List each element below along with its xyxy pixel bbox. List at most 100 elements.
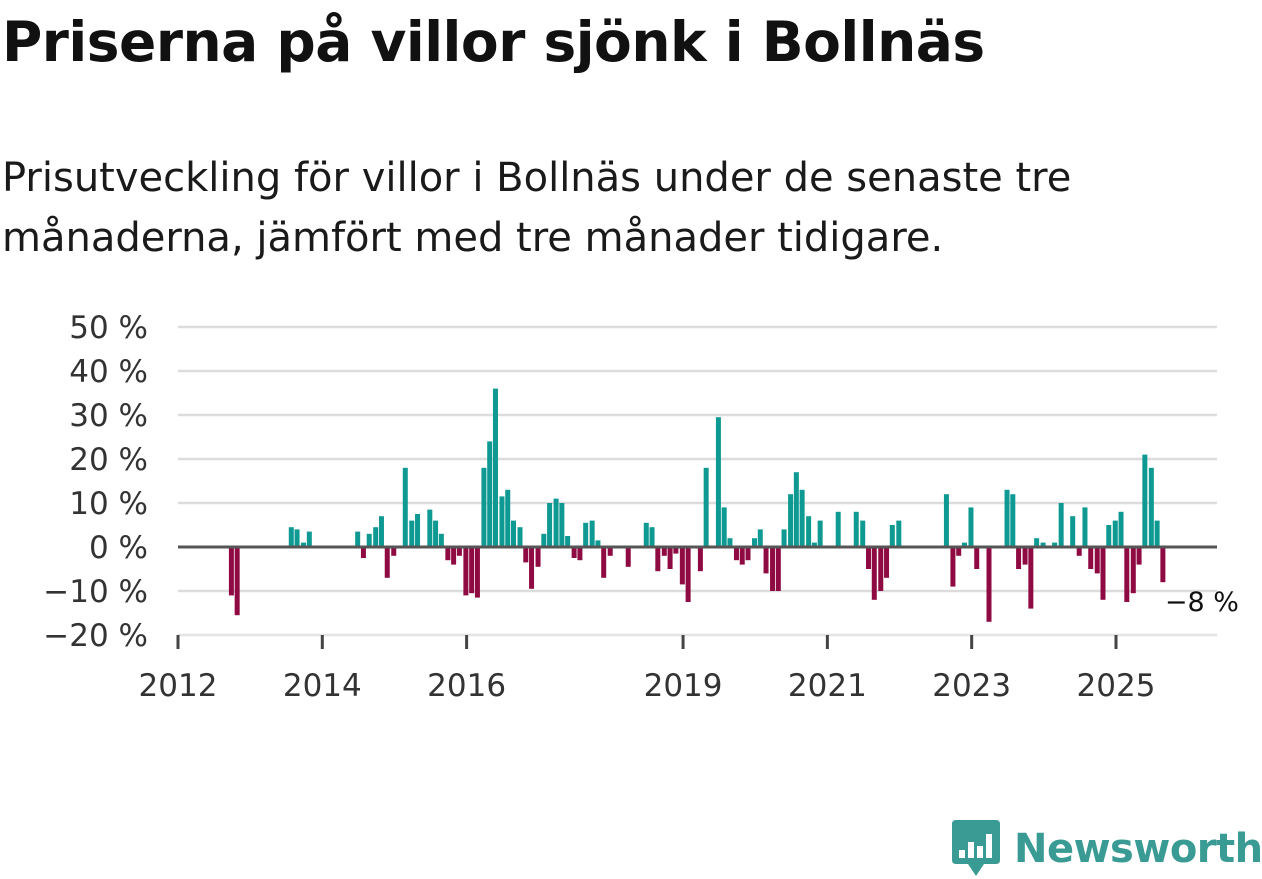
bar-negative (228, 547, 234, 596)
bar-positive (806, 516, 812, 547)
bar-positive (1148, 467, 1154, 547)
bar-positive (1010, 494, 1016, 547)
bar-positive (752, 538, 758, 547)
bar-negative (469, 547, 475, 594)
bar-negative (775, 547, 781, 591)
brand-name: Newsworthy (1014, 826, 1262, 872)
x-tick-label: 2012 (139, 668, 218, 700)
bar-positive (373, 527, 379, 547)
bar-negative (661, 547, 667, 556)
bar-negative (871, 547, 877, 600)
bar-positive (1052, 542, 1058, 547)
bar-negative (1028, 547, 1034, 609)
bar-negative (607, 547, 613, 556)
bar-negative (360, 547, 366, 558)
bar-negative (1016, 547, 1022, 569)
bar-negative (667, 547, 673, 569)
bar-positive (799, 489, 805, 547)
bar-negative (571, 547, 577, 558)
bar-negative (1094, 547, 1100, 574)
bar-positive (853, 511, 859, 547)
bar-positive (583, 522, 589, 547)
x-tick-label: 2023 (932, 668, 1011, 700)
bar-positive (811, 542, 817, 547)
bar-positive (896, 520, 902, 547)
bar-positive (1058, 503, 1064, 547)
bar-positive (1112, 520, 1118, 547)
y-tick-label: −10 % (43, 574, 148, 610)
bar-positive (1142, 454, 1148, 547)
bar-positive (595, 540, 601, 547)
bar-negative (474, 547, 480, 598)
bar-positive (517, 527, 523, 547)
bar-positive (793, 472, 799, 547)
bar-positive (294, 529, 300, 547)
bar-negative (384, 547, 390, 578)
bar-negative (601, 547, 607, 578)
bar-positive (409, 520, 415, 547)
bar-negative (577, 547, 583, 561)
bar-positive (1040, 542, 1046, 547)
bar-positive (366, 533, 372, 547)
bar-positive (1106, 525, 1112, 547)
bar-negative (391, 547, 397, 556)
bar-negative (1136, 547, 1142, 565)
bar-negative (463, 547, 469, 596)
chart-title: Priserna på villor sjönk i Bollnäs (2, 10, 985, 74)
bar-positive (505, 489, 511, 547)
y-tick-label: 30 % (69, 398, 148, 434)
bar-positive (968, 507, 974, 547)
y-tick-label: 20 % (69, 442, 148, 478)
bar-negative (1160, 547, 1166, 583)
bar-positive (727, 538, 733, 547)
bar-negative (878, 547, 884, 591)
bar-negative (529, 547, 535, 589)
bar-positive (415, 514, 421, 547)
bar-negative (456, 547, 462, 556)
bar-positive (433, 520, 439, 547)
bar-negative (763, 547, 769, 574)
y-tick-label: −20 % (43, 618, 148, 654)
bar-negative (445, 547, 451, 561)
x-tick-label: 2016 (427, 668, 506, 700)
bar-negative (974, 547, 980, 569)
bar-chart: 50 %40 %30 %20 %10 %0 %−10 %−20 % 2012 20… (43, 310, 1239, 700)
newsworthy-logo: Newsworthy (950, 820, 1262, 878)
bar-positive (589, 520, 595, 547)
bar-positive (438, 533, 444, 547)
bar-negative (745, 547, 751, 561)
bar-negative (234, 547, 240, 616)
bar-negative (956, 547, 962, 556)
bar-positive (487, 441, 493, 547)
bar-positive (781, 529, 787, 547)
x-tick-label: 2021 (788, 668, 867, 700)
bar-negative (523, 547, 529, 563)
bar-negative (1076, 547, 1082, 556)
bar-positive (402, 467, 408, 547)
bar-positive (643, 522, 649, 547)
bar-positive (649, 527, 655, 547)
x-axis: 2012 2014 2016 2019 2021 2023 2025 (139, 634, 1217, 700)
bar-positive (721, 507, 727, 547)
y-tick-label: 50 % (69, 310, 148, 346)
bar-positive (889, 525, 895, 547)
bar-positive (492, 388, 498, 547)
y-axis-labels: 50 % 40 % 30 % 20 % 10 % 0 % −10 % −20 % (43, 310, 148, 654)
gridlines (178, 325, 1217, 637)
bar-positive (541, 533, 547, 547)
bar-negative (673, 547, 679, 554)
bar-positive (553, 498, 559, 547)
chart-subtitle: Prisutveckling för villor i Bollnäs unde… (2, 155, 1072, 261)
y-tick-label: 10 % (69, 486, 148, 522)
bar-positive (511, 520, 517, 547)
x-tick-label: 2025 (1077, 668, 1156, 700)
bar-negative (655, 547, 661, 572)
bar-negative (1100, 547, 1106, 600)
bar-negative (1130, 547, 1136, 594)
bar-positive (499, 496, 505, 547)
bars (228, 388, 1166, 622)
bar-positive (565, 536, 571, 547)
x-tick-label: 2019 (644, 668, 723, 700)
bar-negative (685, 547, 691, 602)
bar-positive (1082, 507, 1088, 547)
